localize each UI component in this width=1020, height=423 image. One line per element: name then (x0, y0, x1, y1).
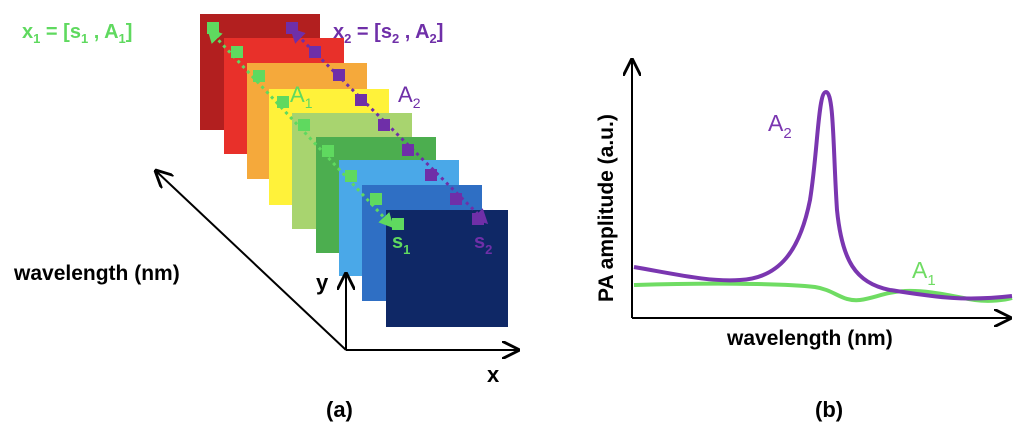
panel-a: x1 = [s1 , A1] x2 = [s2 , A2] A1 A2 s1 s… (13, 14, 518, 422)
green-marker (231, 46, 243, 58)
x1-equation: x1 = [s1 , A1] (22, 21, 132, 46)
pa-y-axis-label: PA amplitude (a.u.) (595, 114, 618, 302)
s2-label: s2 (474, 231, 492, 257)
panel-a-caption: (a) (326, 397, 353, 422)
purple-marker (450, 193, 462, 205)
a1-label: A1 (290, 82, 313, 111)
spectral-layer-9 (386, 210, 508, 327)
purple-marker (402, 144, 414, 156)
x2-equation: x2 = [s2 , A2] (333, 21, 443, 46)
a2-curve (633, 89, 1013, 301)
panel-b-caption: (b) (815, 397, 843, 422)
purple-marker (286, 22, 298, 34)
green-marker (322, 145, 334, 157)
green-marker (370, 193, 382, 205)
s1-label: s1 (392, 231, 410, 257)
wavelength-axis-arrow (156, 171, 347, 351)
green-marker (392, 218, 404, 230)
a2-label: A2 (398, 82, 421, 111)
y-axis-label: y (316, 270, 329, 295)
purple-marker (309, 46, 321, 58)
green-marker (277, 96, 289, 108)
purple-marker (333, 69, 345, 81)
wavelength-axis-label: wavelength (nm) (13, 262, 180, 285)
a2-curve-label: A2 (768, 110, 792, 142)
green-marker (298, 119, 310, 131)
pa-x-axis-label: wavelength (nm) (726, 327, 893, 350)
purple-marker (355, 94, 367, 106)
purple-marker (425, 169, 437, 181)
purple-marker (378, 119, 390, 131)
green-pixel-markers (207, 22, 404, 230)
green-marker (207, 22, 219, 34)
a1-curve-label: A1 (912, 257, 936, 289)
panel-b: PA amplitude (a.u.) wavelength (nm) A2 A… (595, 60, 1013, 422)
purple-pixel-markers (286, 22, 484, 225)
green-marker (253, 70, 265, 82)
green-marker (345, 170, 357, 182)
purple-marker (472, 213, 484, 225)
x-axis-label: x (487, 362, 500, 387)
